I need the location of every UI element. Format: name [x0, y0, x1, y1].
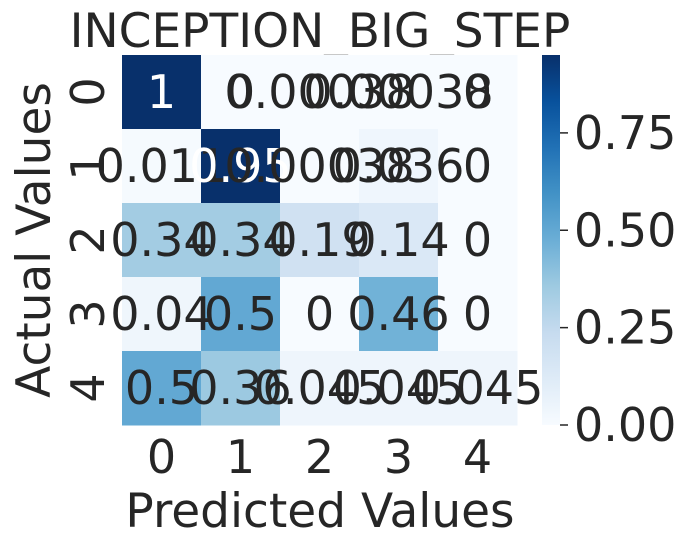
cell-value-label: 0.95 [189, 139, 291, 193]
heatmap-cell [201, 203, 281, 278]
heatmap-cell [122, 203, 202, 278]
cell-value-label: 0.5 [204, 287, 277, 341]
colorbar-ticks: 0.00 0.25 0.50 0.75 [560, 106, 676, 452]
cell-value-label: 0.19 [268, 213, 370, 267]
cell-value-label: 0 [463, 65, 492, 119]
heatmap-cell [280, 129, 360, 204]
y-axis-label: Actual Values [7, 82, 62, 398]
colorbar-tick-label: 0.00 [574, 398, 676, 452]
cell-value-label: 1 [147, 65, 176, 119]
chart-title: INCEPTION_BIG_STEP [70, 4, 571, 59]
heatmap-cell [122, 351, 202, 426]
cell-value-label: 0 [463, 287, 492, 341]
cell-value-label: 0.00038 [224, 139, 414, 193]
cell-value-label: 0.045 [254, 361, 386, 415]
heatmap-cell [438, 129, 518, 204]
heatmap-cell [201, 351, 281, 426]
y-tick-label: 2 [61, 225, 115, 254]
cell-value-label: 0 [463, 213, 492, 267]
cell-value-label: 0 [226, 65, 255, 119]
cell-value-label: 0 [463, 139, 492, 193]
heatmap-cell [122, 55, 202, 130]
cell-value-label: 0.045 [333, 361, 465, 415]
cell-value-label: 0.34 [110, 213, 212, 267]
cell-value-label: 0 [305, 287, 334, 341]
heatmap-cell-labels: 1 00.000380.0003800.0110.950.000380.03600… [96, 65, 544, 415]
colorbar-tick-label: 0.50 [574, 203, 676, 257]
cell-value-label: 0.46 [347, 287, 449, 341]
heatmap-cells [122, 55, 518, 426]
x-tick-label: 2 [305, 430, 334, 484]
x-tick-label: 4 [463, 430, 492, 484]
heatmap-cell [438, 351, 518, 426]
heatmap-cell [280, 277, 360, 352]
x-tick-label: 3 [384, 430, 413, 484]
heatmap-cell [359, 277, 439, 352]
cell-value-label: 0.34 [189, 213, 291, 267]
heatmap-cell [201, 277, 281, 352]
cell-value-label: 0.04 [110, 287, 212, 341]
y-tick-label: 1 [61, 151, 115, 180]
heatmap-cell [359, 129, 439, 204]
heatmap-cell [122, 277, 202, 352]
cell-value-label: 0.00038 [303, 65, 493, 119]
heatmap-cell [280, 55, 360, 130]
cell-value-label: 0.36 [189, 361, 291, 415]
cell-value-label: 0.011 [96, 139, 228, 193]
cell-value-label: 0.00038 [224, 65, 414, 119]
heatmap-cell [280, 203, 360, 278]
y-tick-label: 0 [61, 77, 115, 106]
y-axis-ticks: 0 1 2 3 4 [61, 77, 115, 402]
colorbar-tick-label: 0.25 [574, 301, 676, 355]
y-tick-label: 3 [61, 299, 115, 328]
colorbar [542, 55, 560, 425]
cell-value-label: 0.5 [125, 361, 198, 415]
heatmap-cell [359, 55, 439, 130]
colorbar-tick-label: 0.75 [574, 106, 676, 160]
cell-value-label: 0.036 [333, 139, 465, 193]
heatmap-cell [122, 129, 202, 204]
heatmap-cell [201, 129, 281, 204]
cell-value-label: 0.14 [347, 213, 449, 267]
x-tick-label: 1 [226, 430, 255, 484]
heatmap-cell [359, 203, 439, 278]
cell-value-label: 0.045 [412, 361, 544, 415]
heatmap-cell [280, 351, 360, 426]
heatmap-cell [201, 55, 281, 130]
heatmap-cell [438, 277, 518, 352]
x-tick-label: 0 [147, 430, 176, 484]
y-tick-label: 4 [61, 373, 115, 402]
heatmap-cell [438, 55, 518, 130]
heatmap-cell [438, 203, 518, 278]
heatmap-cell [359, 351, 439, 426]
x-axis-label: Predicted Values [125, 484, 514, 539]
